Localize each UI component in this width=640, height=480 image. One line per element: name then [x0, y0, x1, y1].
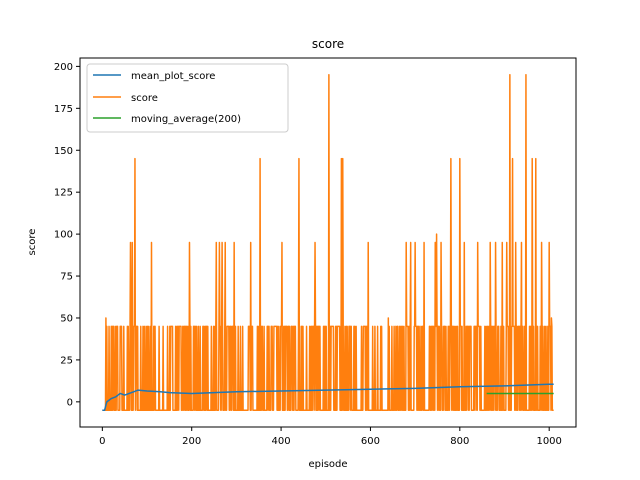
- legend-label-mean-plot-score: mean_plot_score: [131, 71, 215, 82]
- y-tick-label: 150: [54, 146, 73, 157]
- x-tick-label: 200: [182, 436, 201, 447]
- y-tick-label: 50: [60, 313, 73, 324]
- x-tick-label: 800: [450, 436, 469, 447]
- legend-label-score: score: [131, 93, 158, 104]
- plot-frame: [79, 57, 577, 428]
- y-axis-label: score: [27, 229, 38, 256]
- x-tick-label: 0: [99, 436, 105, 447]
- legend: mean_plot_score score moving_average(200…: [86, 63, 289, 133]
- y-tick-label: 0: [67, 397, 73, 408]
- y-tick-label: 175: [54, 104, 73, 115]
- x-axis: 0 200 400 600 800 1000: [99, 427, 562, 447]
- legend-box: [86, 63, 289, 133]
- y-tick-label: 25: [60, 355, 73, 366]
- legend-label-moving-average: moving_average(200): [131, 114, 241, 125]
- y-axis: 0 25 50 75 100 125 150 175 200: [54, 62, 80, 408]
- y-tick-label: 125: [54, 188, 73, 199]
- x-tick-label: 600: [361, 436, 380, 447]
- chart-title: score: [312, 37, 344, 51]
- y-tick-label: 100: [54, 230, 73, 241]
- series-line-score: [102, 74, 554, 411]
- series-layer: [102, 74, 554, 411]
- y-tick-label: 75: [60, 272, 73, 283]
- y-tick-label: 200: [54, 62, 73, 73]
- series-line-mean-plot-score: [102, 383, 554, 411]
- x-tick-label: 1000: [536, 436, 561, 447]
- x-axis-label: episode: [308, 459, 347, 470]
- x-tick-label: 400: [272, 436, 291, 447]
